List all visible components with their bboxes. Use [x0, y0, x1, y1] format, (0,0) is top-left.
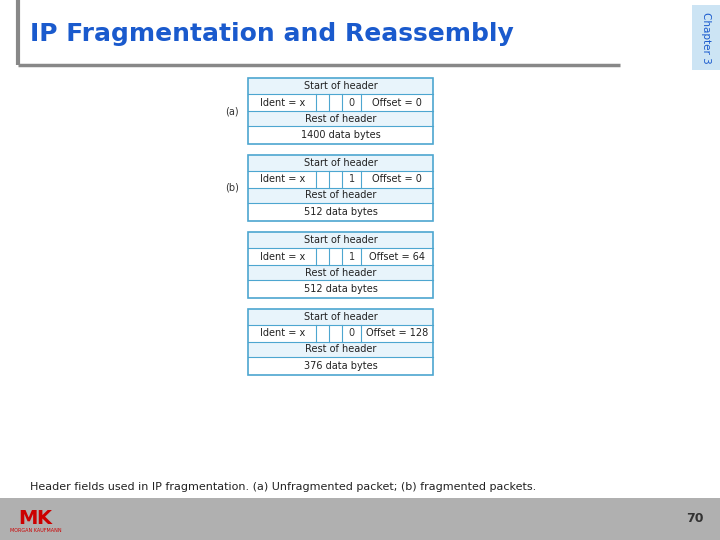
Bar — [248, 357, 433, 375]
Text: IP Fragmentation and Reassembly: IP Fragmentation and Reassembly — [30, 22, 514, 46]
Text: Offset = 128: Offset = 128 — [366, 328, 428, 339]
Bar — [248, 111, 433, 126]
Text: 0: 0 — [348, 98, 355, 107]
Bar — [248, 78, 433, 144]
Bar — [248, 188, 433, 203]
Text: Offset = 64: Offset = 64 — [369, 252, 425, 261]
Text: 1: 1 — [348, 252, 355, 261]
Bar — [248, 155, 433, 221]
Bar — [248, 280, 433, 298]
Bar — [0, 498, 720, 540]
Text: M: M — [18, 510, 37, 529]
Bar — [692, 5, 720, 70]
Text: Chapter 3: Chapter 3 — [701, 12, 711, 64]
Bar — [248, 155, 433, 171]
Bar — [248, 232, 433, 248]
Text: Rest of header: Rest of header — [305, 191, 376, 200]
Text: Ident = x: Ident = x — [260, 174, 305, 185]
Text: Start of header: Start of header — [304, 312, 377, 322]
Bar — [248, 342, 433, 357]
Text: Offset = 0: Offset = 0 — [372, 174, 422, 185]
Text: Rest of header: Rest of header — [305, 113, 376, 124]
Text: 70: 70 — [686, 512, 703, 525]
Bar — [248, 265, 433, 280]
Text: Offset = 0: Offset = 0 — [372, 98, 422, 107]
Text: 512 data bytes: 512 data bytes — [304, 284, 377, 294]
Text: (b): (b) — [225, 183, 239, 193]
Text: Rest of header: Rest of header — [305, 345, 376, 354]
Text: 1: 1 — [348, 174, 355, 185]
Bar — [248, 248, 433, 265]
Text: Ident = x: Ident = x — [260, 98, 305, 107]
Text: Start of header: Start of header — [304, 158, 377, 168]
Bar — [248, 94, 433, 111]
Bar — [248, 309, 433, 375]
Text: MORGAN KAUFMANN: MORGAN KAUFMANN — [10, 529, 62, 534]
Text: K: K — [37, 510, 52, 529]
Bar — [248, 232, 433, 298]
Text: Ident = x: Ident = x — [260, 328, 305, 339]
Text: Ident = x: Ident = x — [260, 252, 305, 261]
Text: 1400 data bytes: 1400 data bytes — [301, 130, 380, 140]
Bar — [248, 171, 433, 188]
Bar — [248, 78, 433, 94]
Text: Start of header: Start of header — [304, 81, 377, 91]
Bar — [248, 126, 433, 144]
Text: Start of header: Start of header — [304, 235, 377, 245]
Text: 512 data bytes: 512 data bytes — [304, 207, 377, 217]
Bar — [248, 325, 433, 342]
Text: Header fields used in IP fragmentation. (a) Unfragmented packet; (b) fragmented : Header fields used in IP fragmentation. … — [30, 482, 536, 492]
Text: 0: 0 — [348, 328, 355, 339]
Text: 376 data bytes: 376 data bytes — [304, 361, 377, 371]
Text: (a): (a) — [225, 106, 239, 116]
Bar — [248, 309, 433, 325]
Text: Rest of header: Rest of header — [305, 267, 376, 278]
Bar — [248, 203, 433, 221]
